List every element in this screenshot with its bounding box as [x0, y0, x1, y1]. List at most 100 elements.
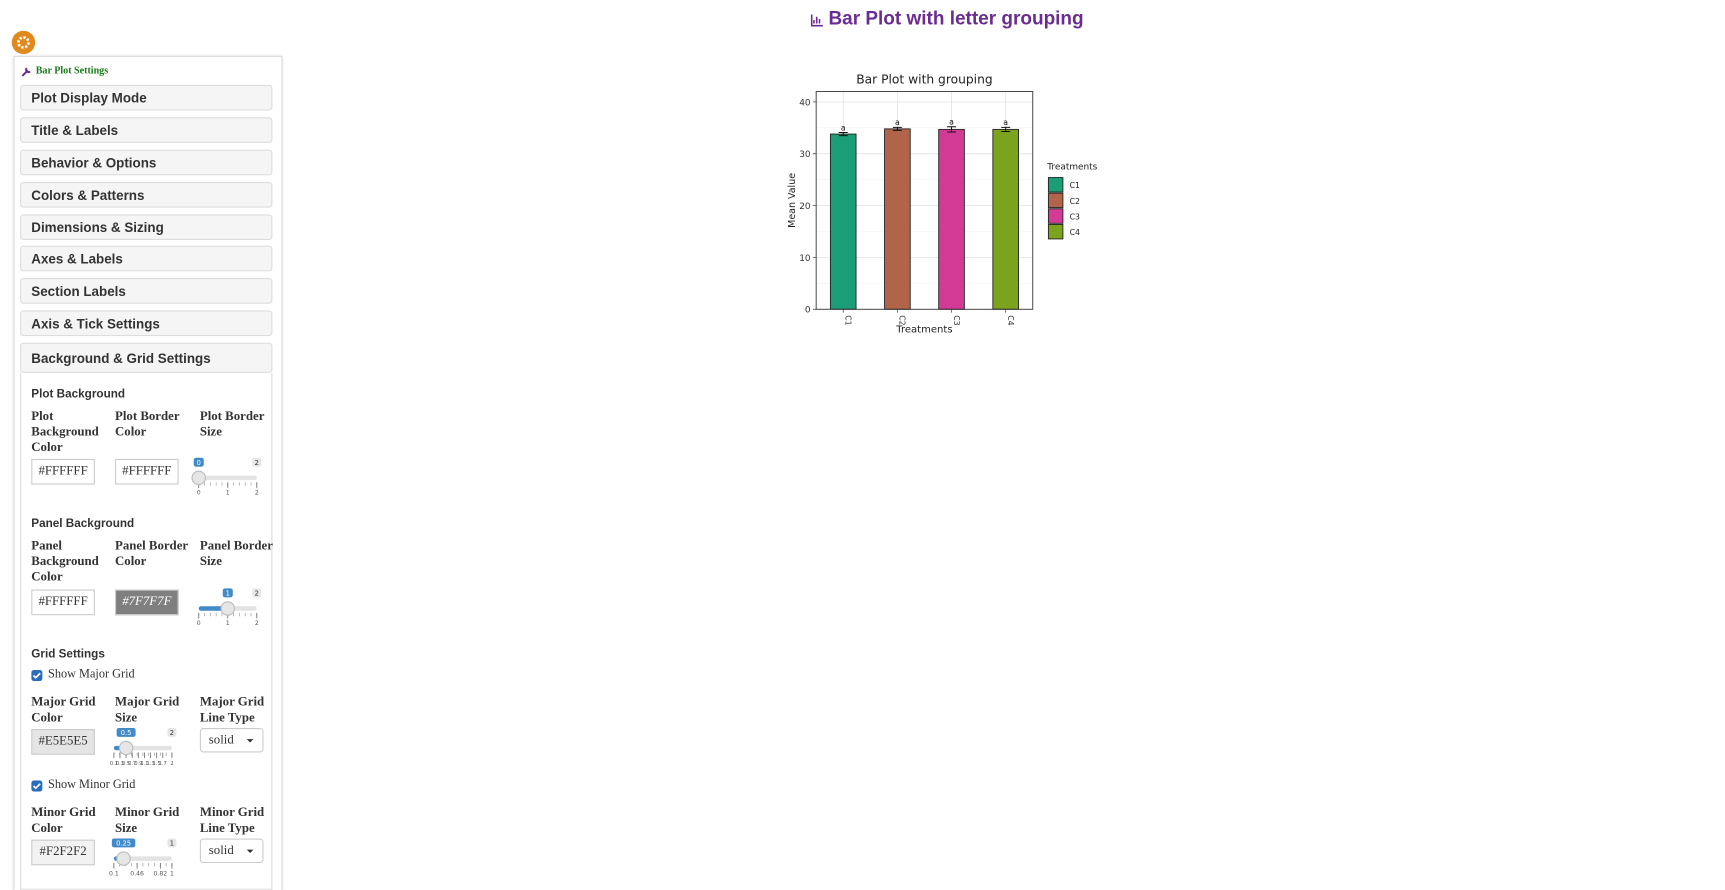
accordion-header[interactable]: Section Labels: [20, 278, 273, 304]
chart: Bar Plot with grouping 0 10 20 30 40 a C1 a C2 a C3…: [787, 73, 1098, 336]
legend-label: C4: [1070, 228, 1080, 237]
slider-tick-label: 0.7: [128, 761, 136, 767]
legend-key: [1047, 192, 1064, 209]
y-tick-label: 30: [799, 150, 811, 160]
y-axis-label: Mean Value: [787, 173, 798, 228]
slider-max: 2: [255, 459, 259, 467]
settings-toggle[interactable]: [11, 30, 36, 55]
slider-max: 2: [255, 589, 259, 597]
slider-handle: [118, 740, 134, 756]
accordion-header[interactable]: Dimensions & Sizing: [20, 214, 273, 241]
slider-tick-label: 1.3: [147, 761, 155, 767]
chart-title: Bar Plot with grouping: [856, 73, 992, 87]
slider[interactable]: 0 1 2 2 1: [193, 588, 264, 628]
slider-tick-label: 0.82: [154, 870, 168, 877]
field-label: Major Grid Size: [114, 695, 180, 725]
bubble-bg: [222, 588, 233, 598]
error-bar: [1001, 126, 1011, 132]
color-input[interactable]: #FFFFFF: [31, 458, 95, 485]
field-label: Minor Grid Size: [114, 806, 180, 836]
slider-max-bubble: 2: [252, 457, 262, 467]
slider[interactable]: 0.1 0.46 0.82 110.25: [108, 838, 179, 878]
slider-tick-label: 1: [226, 620, 230, 627]
group-letter: a: [949, 118, 954, 127]
group-heading: Grid Settings: [31, 647, 105, 661]
checkbox[interactable]: [31, 780, 43, 792]
slider-tick-label: 2: [255, 620, 259, 627]
check: [32, 672, 41, 679]
checkbox-label: Show Minor Grid: [48, 778, 136, 792]
color-input[interactable]: #F2F2F2: [31, 839, 95, 866]
field-label: Panel Background Color: [31, 539, 99, 584]
bubble-bg: [111, 838, 136, 848]
gear-bg: [11, 30, 36, 55]
color-input[interactable]: #FFFFFF: [114, 458, 179, 485]
field-label: Plot Border Size: [199, 409, 265, 439]
slider-tick-label: 1.7: [159, 761, 167, 767]
sidebar-title: Bar Plot Settings: [35, 64, 109, 76]
y-tick-label: 10: [799, 254, 811, 264]
x-tick-label: C2: [898, 315, 907, 325]
header-icon: [810, 14, 823, 27]
bubble-bg: [193, 457, 204, 467]
icon-path: [810, 14, 823, 27]
slider-value: 0.25: [116, 840, 131, 848]
slider-tick-label: 1: [170, 870, 174, 877]
slider-value: 1: [226, 589, 230, 597]
bar: [992, 128, 1019, 310]
checkbox[interactable]: [31, 669, 43, 682]
accordion-header[interactable]: Background & Grid Settings: [20, 342, 273, 373]
slider-track: [198, 475, 257, 481]
accordion-header[interactable]: Axes & Labels: [20, 245, 273, 272]
slider-value: 0.5: [121, 729, 132, 737]
bubble-bg: [167, 838, 177, 848]
legend-key: [1047, 223, 1064, 240]
check: [32, 783, 41, 790]
slider-max-bubble: 1: [167, 838, 177, 848]
field-label: Plot Background Color: [31, 409, 99, 455]
color-input[interactable]: #FFFFFF: [31, 589, 95, 616]
field-label: Minor Grid Color: [31, 806, 96, 836]
accordion-header[interactable]: Colors & Patterns: [20, 181, 273, 208]
bar: [938, 128, 965, 310]
bubble-bg: [252, 588, 262, 598]
slider-tick-label: 0.3: [116, 761, 124, 767]
select[interactable]: solid: [199, 838, 264, 864]
accordion-header[interactable]: Axis & Tick Settings: [20, 310, 273, 337]
checkbox-label: Show Major Grid: [48, 667, 135, 682]
group-heading: Panel Background: [31, 516, 135, 531]
panel-border: [815, 91, 1034, 310]
legend-label: C2: [1070, 197, 1080, 206]
color-input[interactable]: #E5E5E5: [31, 729, 95, 755]
y-tick-label: 40: [799, 98, 811, 108]
bar: [884, 128, 911, 310]
color-input[interactable]: #7F7F7F: [114, 589, 179, 616]
slider[interactable]: 0 1 2 2 0: [191, 457, 264, 498]
slider-tick-label: 0.5: [122, 761, 130, 767]
slider-tick-label: 0.46: [130, 870, 144, 877]
accordion-header[interactable]: Title & Labels: [20, 117, 273, 143]
slider-fill: [198, 606, 228, 611]
slider-handle: [220, 601, 236, 616]
slider[interactable]: 0.10.30.50.70.91.11.31.51.7 220.5: [108, 727, 179, 768]
slider-tick-label: 1: [226, 490, 230, 497]
y-tick-label: 20: [799, 202, 811, 212]
field-label: Panel Border Size: [199, 539, 273, 569]
select[interactable]: solid: [199, 727, 264, 753]
legend-key: [1047, 177, 1064, 193]
bubble-bg: [167, 727, 177, 737]
slider-tick-label: 0: [197, 620, 201, 627]
slider-tick-label: 0.1: [110, 761, 118, 767]
slider-tick-label: 2: [170, 761, 173, 767]
error-bar: [947, 126, 957, 133]
slider-tick-label: 1.5: [153, 761, 161, 767]
bar: [829, 133, 857, 310]
accordion-header[interactable]: Plot Display Mode: [20, 84, 273, 111]
x-tick-label: C1: [843, 315, 852, 325]
accordion-header[interactable]: Behavior & Options: [20, 149, 273, 176]
legend-key: [1047, 208, 1064, 224]
page-title: Bar Plot with letter grouping: [828, 7, 1084, 30]
slider-handle: [116, 851, 131, 866]
group-heading: Plot Background: [31, 387, 126, 401]
